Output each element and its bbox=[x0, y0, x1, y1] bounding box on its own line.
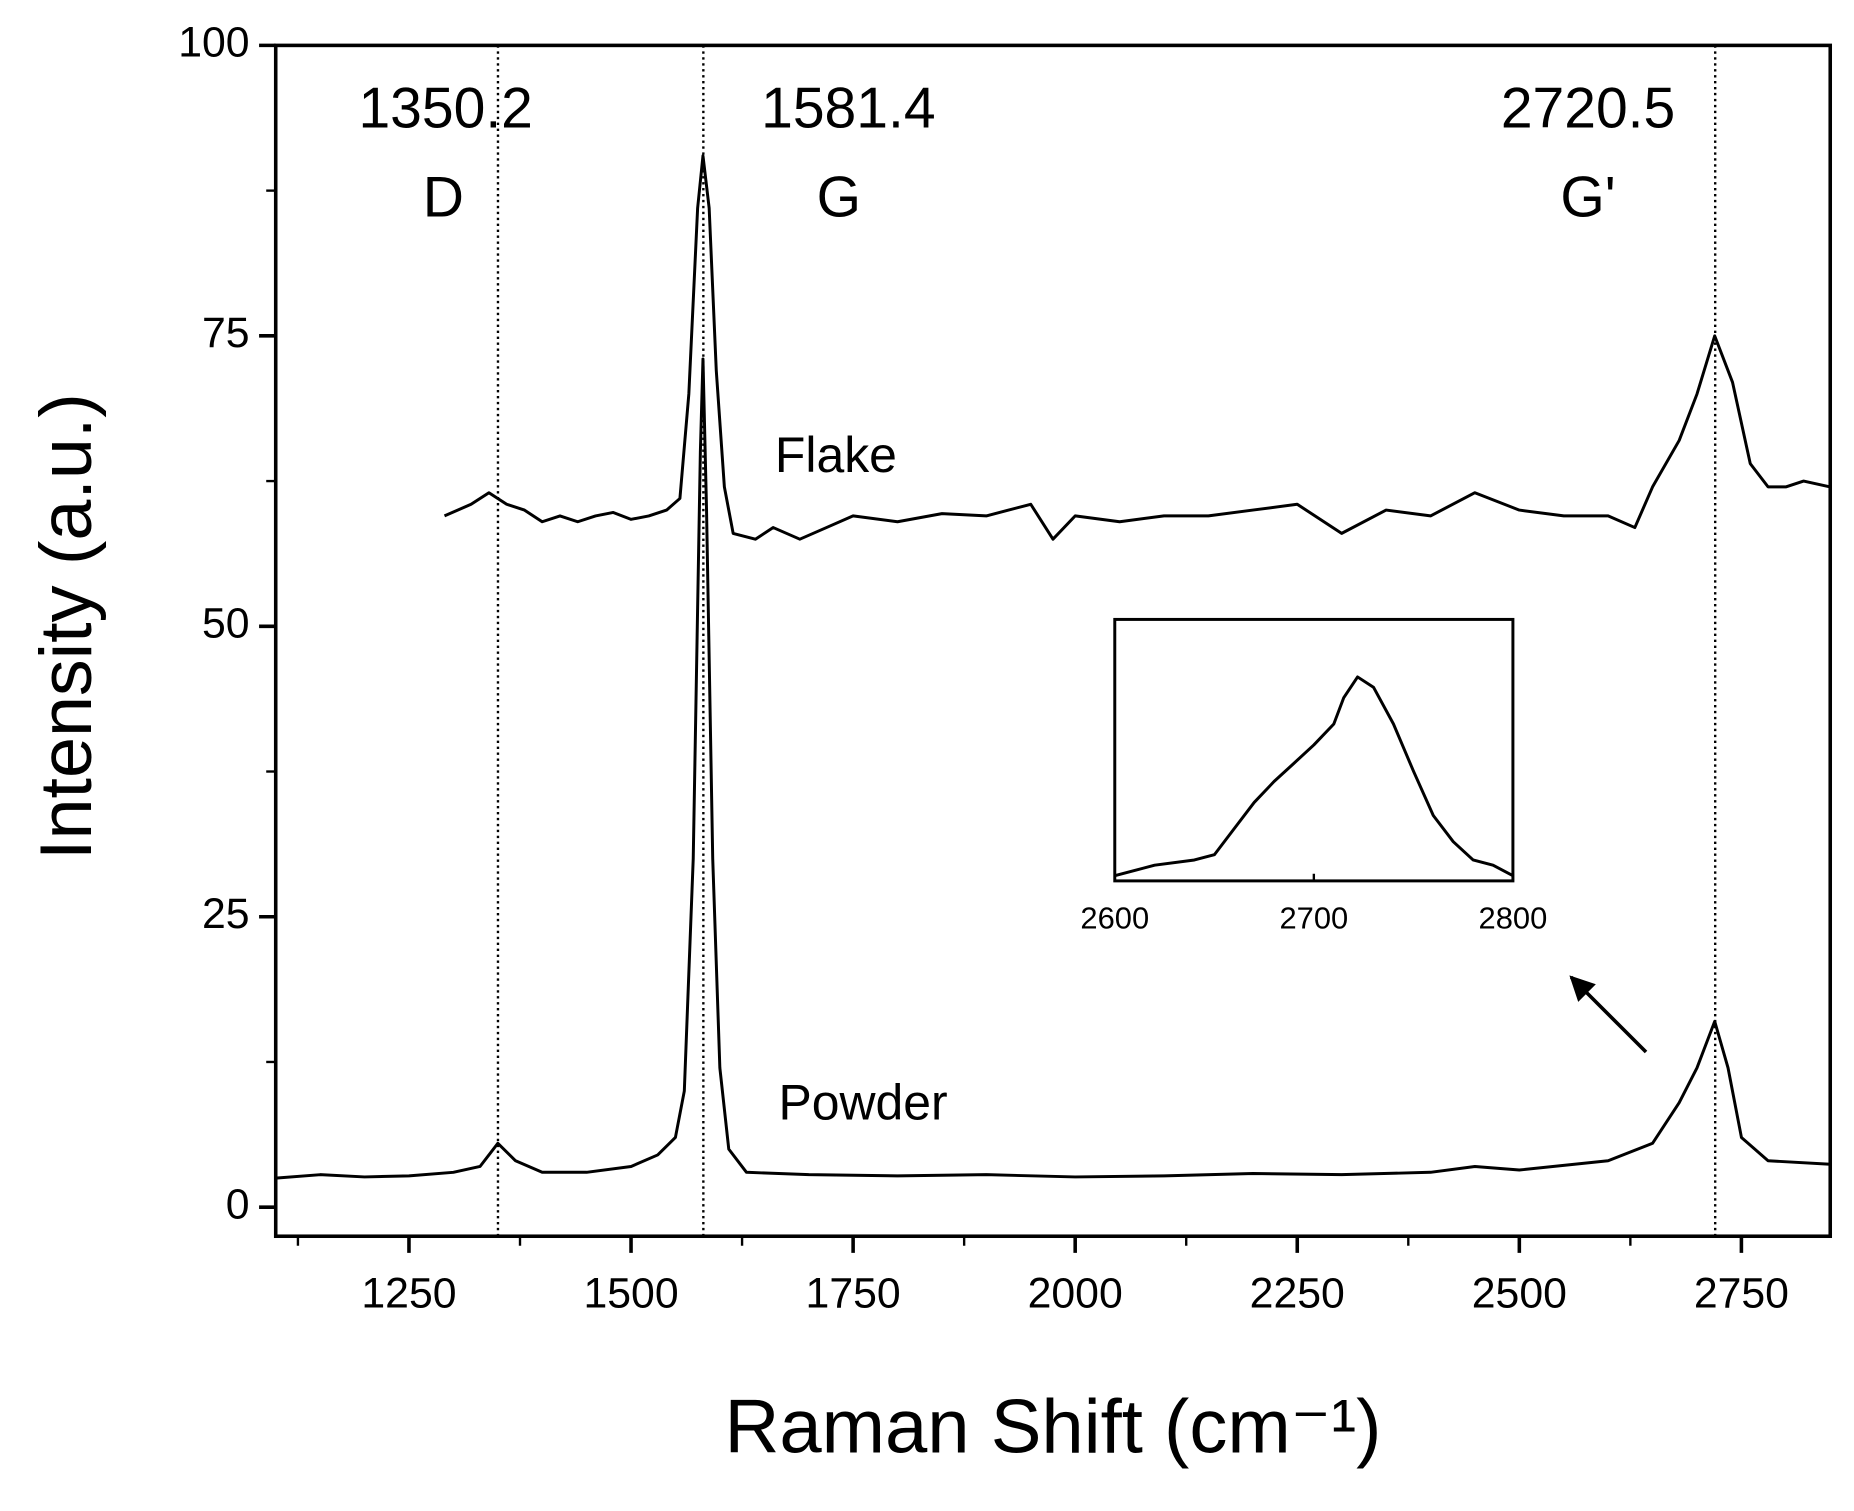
peak-label: D bbox=[423, 166, 464, 230]
plot-frame bbox=[273, 43, 1833, 1239]
series-label: Powder bbox=[778, 1075, 947, 1131]
peak-label: G bbox=[817, 166, 861, 230]
inset-line bbox=[1114, 675, 1514, 878]
x-tick-label: 2000 bbox=[1028, 1270, 1123, 1318]
y-tick-label: 25 bbox=[202, 890, 250, 938]
x-tick-label: 2500 bbox=[1472, 1270, 1567, 1318]
x-axis-title: Raman Shift (cm⁻¹) bbox=[724, 1385, 1381, 1470]
inset-background bbox=[1114, 619, 1513, 881]
series-line bbox=[443, 154, 1831, 541]
x-tick-label: 2250 bbox=[1250, 1270, 1345, 1318]
peak-position: 1350.2 bbox=[358, 76, 532, 140]
inset-arrow bbox=[1569, 975, 1648, 1054]
peak-label: G' bbox=[1560, 166, 1615, 230]
y-tick-label: 75 bbox=[202, 309, 250, 357]
y-axis-title: Intensity (a.u.) bbox=[24, 393, 107, 860]
inset-x-tick-label: 2700 bbox=[1279, 900, 1348, 935]
peak-position: 1581.4 bbox=[761, 76, 935, 140]
x-tick-label: 2750 bbox=[1694, 1270, 1789, 1318]
y-tick-label: 0 bbox=[226, 1180, 250, 1228]
y-tick-label: 50 bbox=[202, 600, 250, 648]
series-line bbox=[275, 357, 1831, 1180]
x-tick-label: 1250 bbox=[361, 1270, 456, 1318]
inset-x-tick-label: 2800 bbox=[1479, 900, 1548, 935]
peak-position: 2720.5 bbox=[1501, 76, 1675, 140]
x-tick-label: 1500 bbox=[583, 1270, 678, 1318]
inset-x-tick-label: 2600 bbox=[1080, 900, 1149, 935]
series-label: Flake bbox=[775, 427, 897, 483]
x-tick-label: 1750 bbox=[806, 1270, 901, 1318]
y-tick-label: 100 bbox=[178, 19, 249, 67]
